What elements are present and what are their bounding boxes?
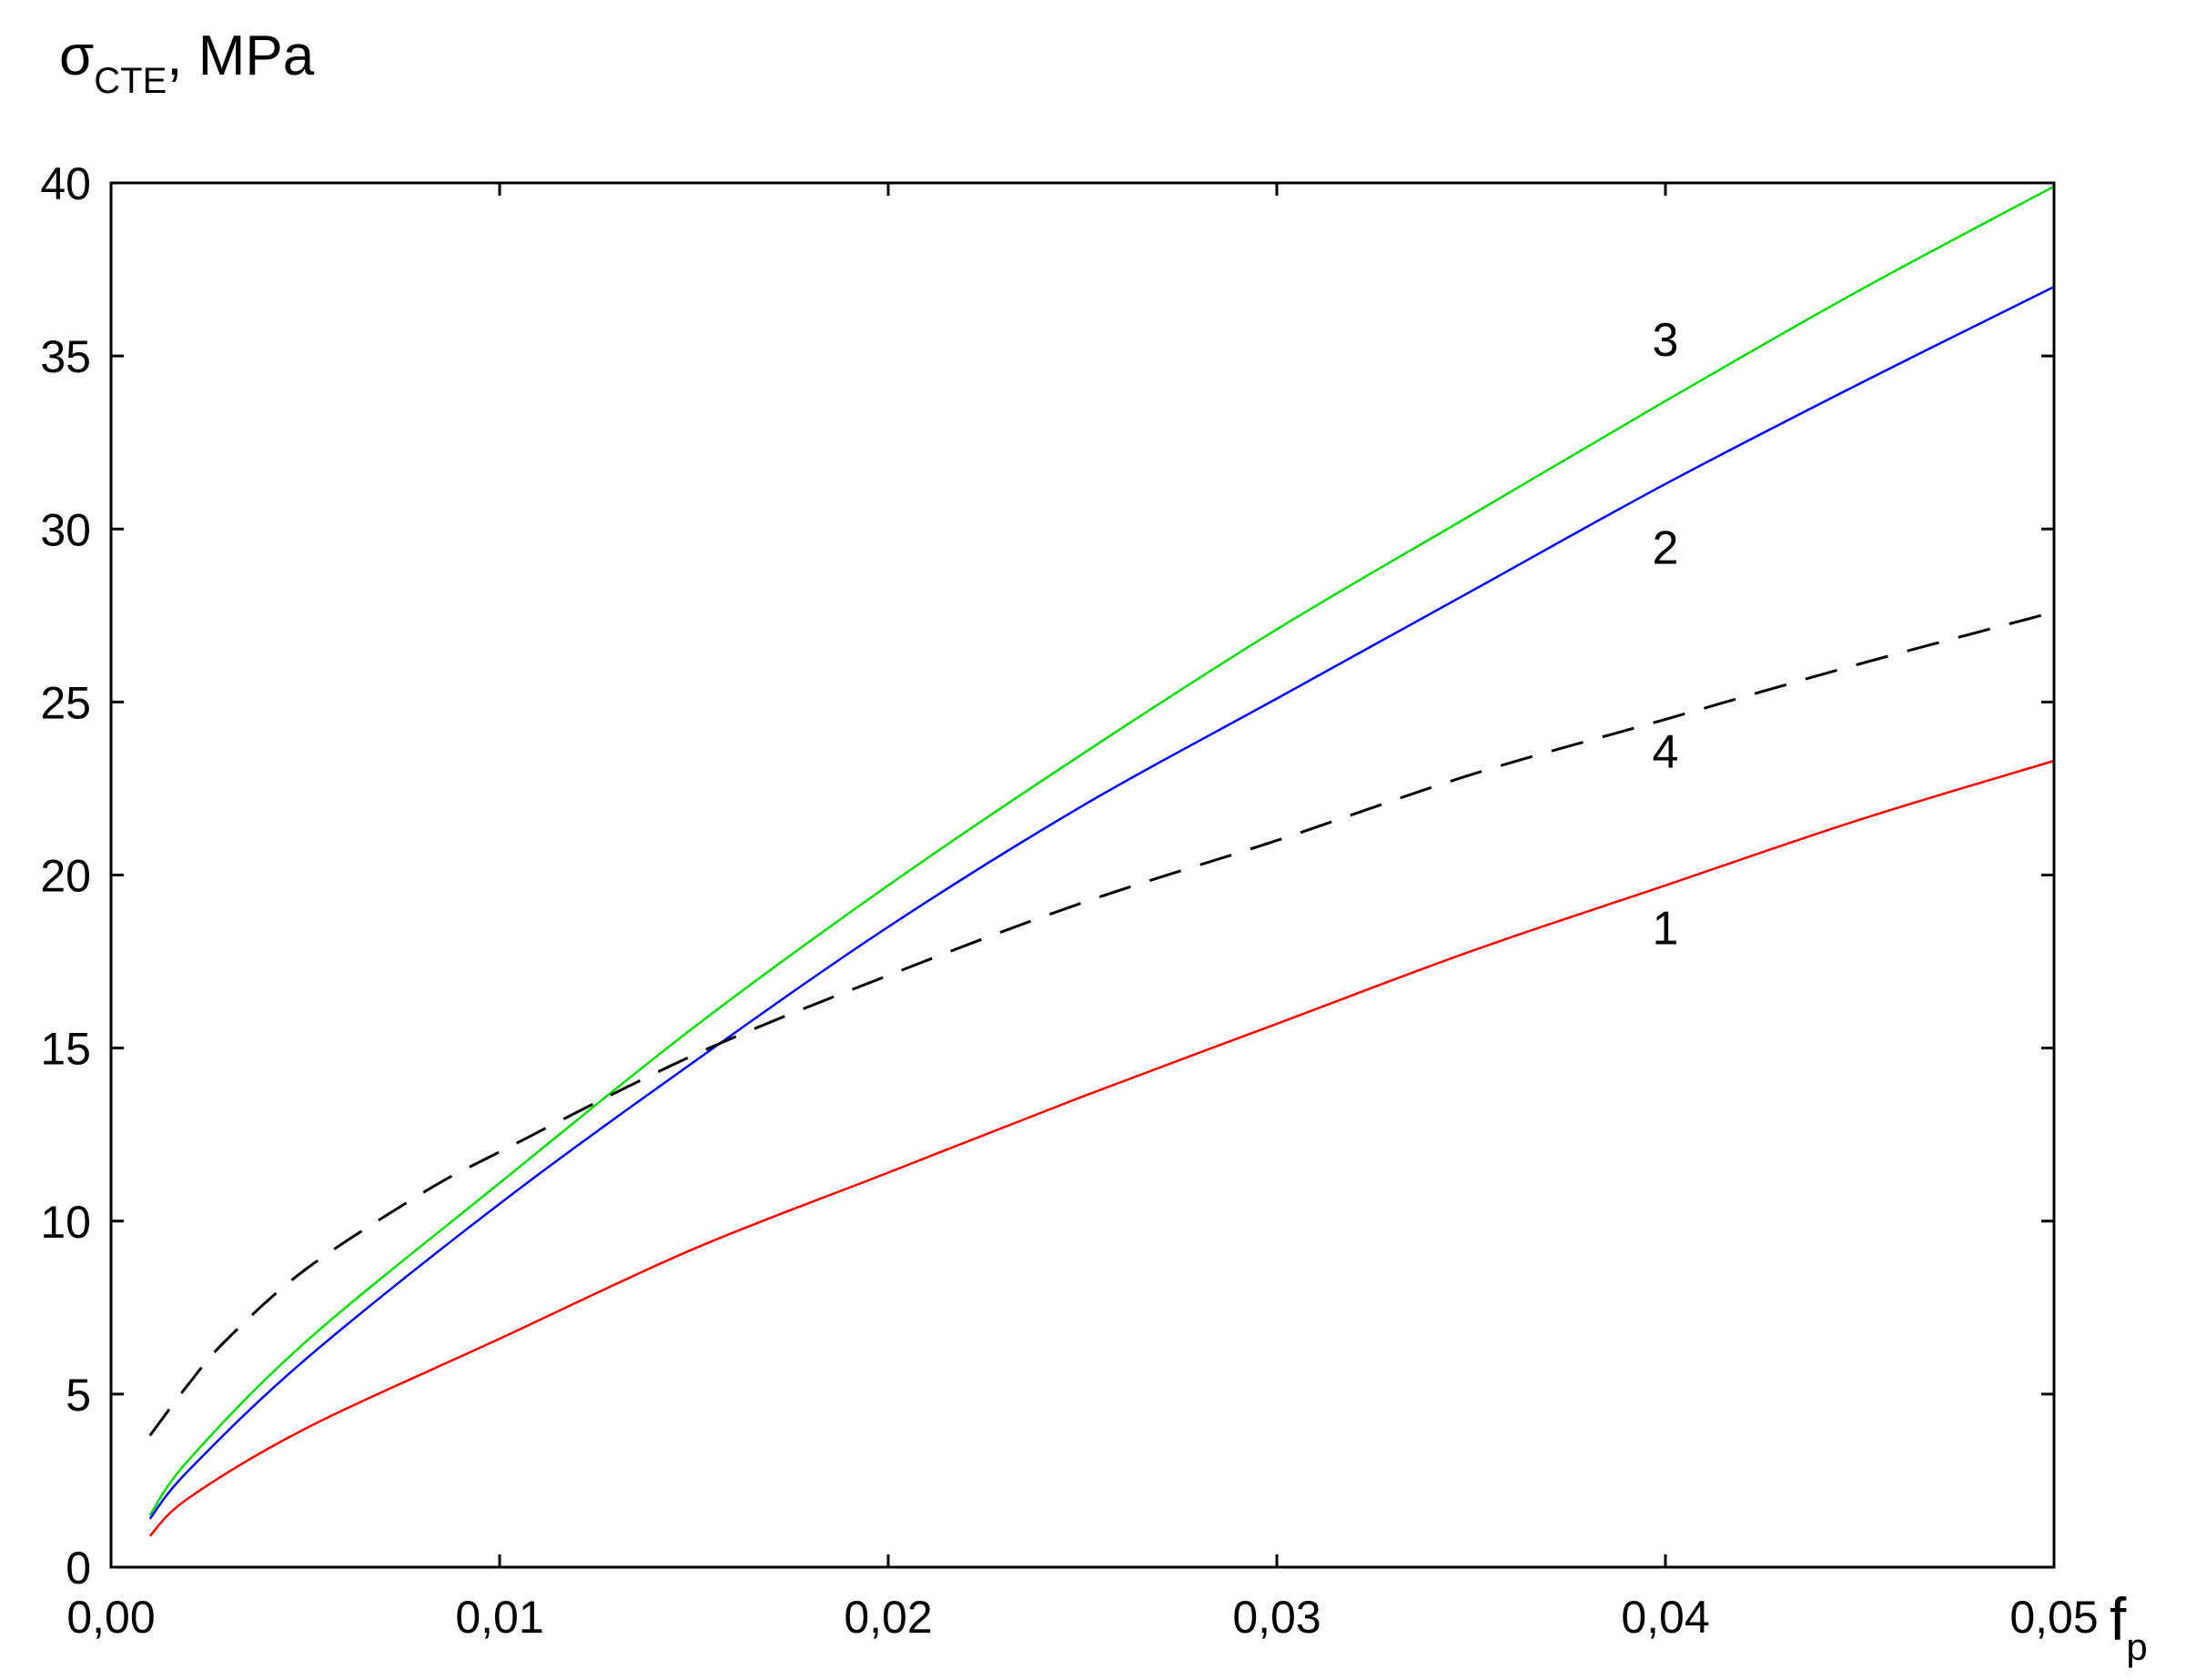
series-line-4 (148, 611, 2055, 1437)
y-tick-label: 35 (40, 331, 91, 382)
series-line-3 (148, 185, 2055, 1516)
curve-label-3: 3 (1653, 314, 1679, 367)
y-tick-label: 0 (66, 1543, 91, 1594)
y-tick-label: 5 (66, 1370, 91, 1421)
x-tick-label: 0,04 (1621, 1592, 1709, 1643)
curve-labels-layer: 1 2 3 4 (1653, 314, 1679, 955)
y-tick-label: 30 (40, 504, 91, 555)
x-tick-label: 0,00 (66, 1592, 155, 1643)
x-tick-label: 0,02 (844, 1592, 932, 1643)
ticks-layer: 0,00 0,01 0,02 0,03 0,04 0,05 0 5 10 15 20 25 30 35 40 (40, 158, 2098, 1643)
y-tick-label: 20 (40, 851, 91, 902)
y-tick-label: 40 (40, 158, 91, 209)
x-tick-label: 0,03 (1232, 1592, 1321, 1643)
y-axis-suffix: , MPa (167, 25, 314, 87)
curve-label-4: 4 (1653, 726, 1679, 779)
x-tick-label: 0,05 (2009, 1592, 2098, 1643)
y-tick-label: 25 (40, 677, 91, 728)
x-axis-subscript: p (2126, 1625, 2147, 1668)
plot-frame (109, 181, 2056, 1569)
curve-label-2: 2 (1653, 521, 1679, 574)
curve-label-1: 1 (1653, 903, 1679, 956)
y-tick-label: 15 (40, 1024, 91, 1075)
x-tick-label: 0,01 (455, 1592, 543, 1643)
series-layer (148, 185, 2055, 1537)
y-axis-symbol: σ (59, 25, 94, 87)
y-tick-label: 10 (40, 1197, 91, 1248)
y-axis-subscript: CTE (94, 61, 167, 101)
x-axis-title: fp (2110, 1585, 2148, 1668)
series-line-1 (148, 759, 2055, 1537)
x-axis-symbol: f (2110, 1585, 2127, 1653)
series-line-2 (148, 285, 2055, 1520)
y-axis-title: σCTE, MPa (59, 25, 315, 101)
